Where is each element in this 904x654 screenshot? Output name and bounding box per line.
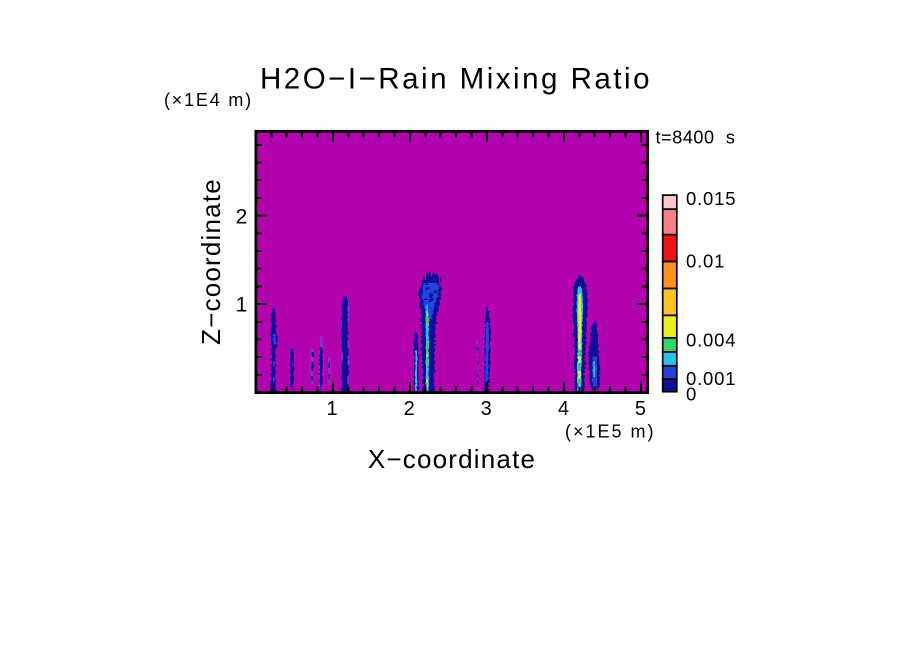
svg-text:(×1E4 m): (×1E4 m) — [164, 90, 253, 110]
svg-text:H2O−I−Rain Mixing Ratio: H2O−I−Rain Mixing Ratio — [260, 63, 652, 96]
svg-text:5: 5 — [635, 398, 646, 420]
svg-text:0: 0 — [686, 384, 697, 405]
svg-text:0.001: 0.001 — [686, 368, 736, 389]
svg-text:(×1E5 m): (×1E5 m) — [565, 422, 656, 442]
svg-text:3: 3 — [481, 398, 492, 420]
svg-text:2: 2 — [404, 398, 415, 420]
svg-text:0.015: 0.015 — [686, 188, 736, 209]
svg-text:4: 4 — [558, 398, 569, 420]
svg-text:1: 1 — [236, 294, 248, 317]
svg-text:2: 2 — [236, 206, 248, 229]
svg-text:X−coordinate: X−coordinate — [368, 444, 536, 474]
svg-text:t=8400 s: t=8400 s — [656, 128, 736, 148]
svg-text:1: 1 — [326, 398, 337, 420]
svg-text:0.004: 0.004 — [686, 329, 736, 350]
svg-text:Z−coordinate: Z−coordinate — [196, 178, 226, 345]
svg-text:0.01: 0.01 — [686, 250, 725, 271]
